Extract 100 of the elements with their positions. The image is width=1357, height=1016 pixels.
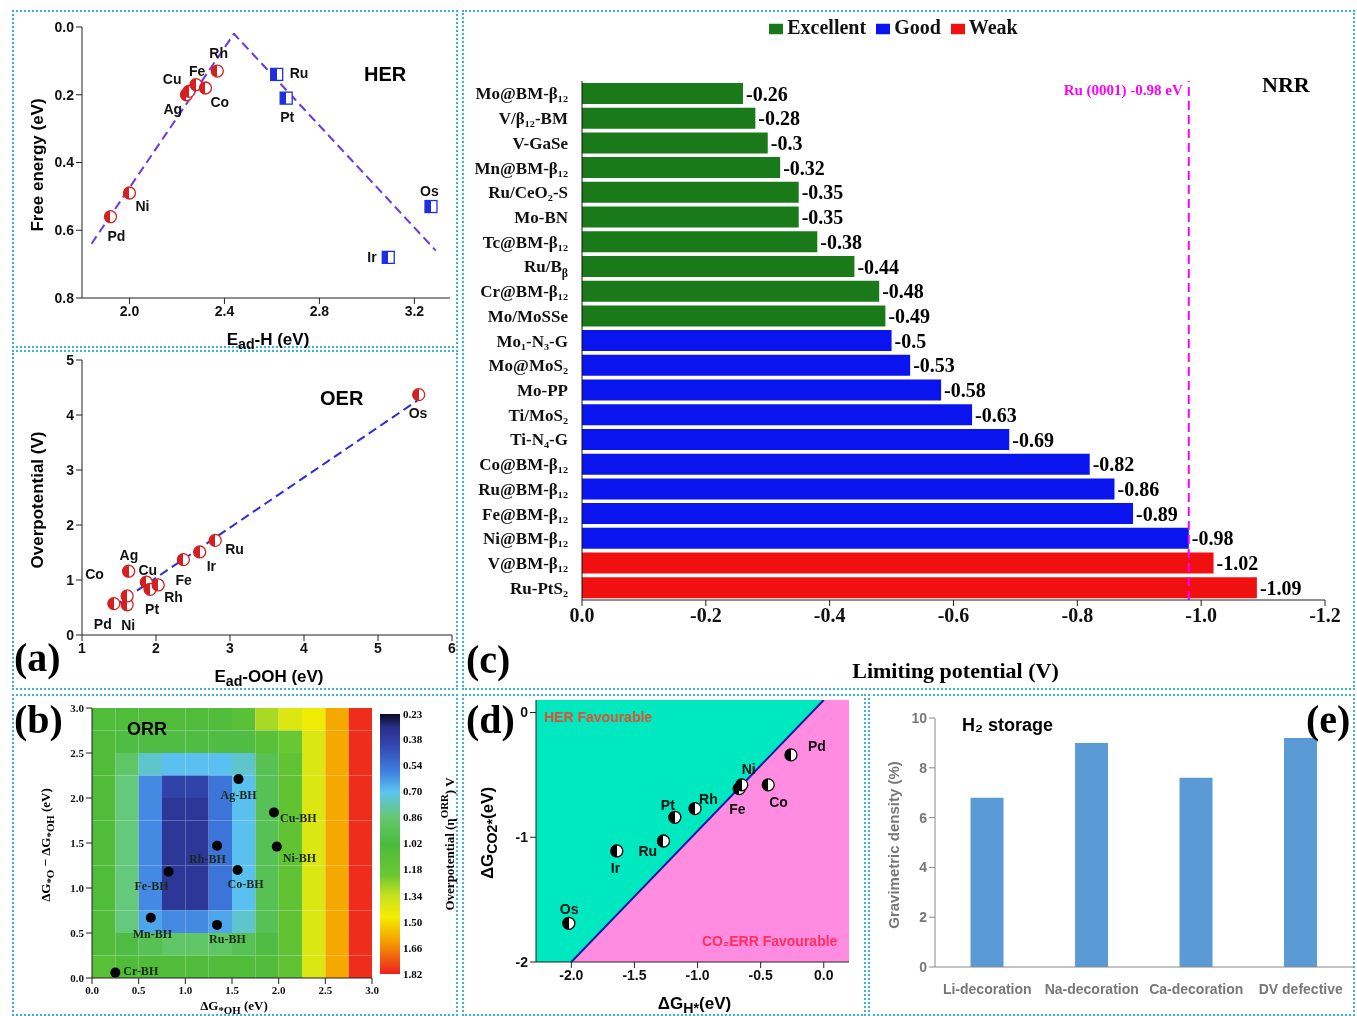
x-tick-label: 6: [448, 639, 457, 656]
x-tick-label: 2: [152, 639, 161, 656]
data-label: -0.32: [783, 156, 825, 179]
x-axis-title: E$_{ad}$-H (eV): [225, 330, 311, 353]
x-tick-label: -0.8: [1061, 604, 1094, 627]
annotation: NRR: [1262, 72, 1310, 97]
y-tick-label: Mo₁-N₃-G: [496, 331, 568, 350]
x-tick-label: 0.5: [131, 983, 147, 996]
annotation: Rh-BH: [189, 851, 227, 866]
annotation: Ni: [741, 760, 756, 777]
y-tick-label: Co@BM-β₁₂: [479, 454, 568, 474]
y-tick-label: -2: [515, 953, 529, 970]
annotation: Rh: [209, 45, 228, 62]
x-tick-label: 4: [300, 639, 309, 656]
annotation: Co: [769, 793, 788, 810]
y-tick-label: 10: [911, 709, 928, 726]
annotation: Cu-BH: [280, 811, 318, 826]
point: [688, 801, 702, 816]
annotation: Fe-BH: [134, 878, 170, 893]
x-tick-label: 2.4: [214, 302, 235, 319]
point: [110, 967, 121, 978]
y-tick-label: Ni@BM-β₁₂: [482, 528, 568, 548]
annotation: Cu: [138, 562, 158, 579]
x-tick-label: -0.2: [690, 604, 722, 627]
annotation: Ru: [638, 842, 658, 859]
data-label: -0.5: [894, 329, 927, 352]
y-tick-label: Ti-N₄-G: [510, 429, 568, 449]
x-tick-label: -0.5: [748, 966, 773, 983]
x-tick-label: 2.5: [318, 983, 333, 996]
point: [208, 533, 222, 548]
data-label: -0.35: [801, 181, 844, 204]
point: [210, 64, 224, 78]
point: [198, 81, 213, 95]
x-tick-label: 2.8: [309, 302, 330, 319]
y-tick-label: 6: [919, 809, 928, 826]
y-tick-label: V@BM-β₁₂: [487, 553, 568, 573]
y-tick-label: 1.0: [70, 881, 85, 894]
x-tick-label: -2.0: [559, 966, 584, 983]
bar: [970, 797, 1004, 967]
point: [122, 186, 137, 200]
point: [562, 916, 576, 930]
y-tick-label: Tc@BM-β₁₂: [482, 232, 568, 252]
x-tick-label: Ca-decoration: [1149, 981, 1244, 997]
x-tick-label: -0.4: [813, 604, 846, 627]
y-tick-label: 0.0: [54, 18, 75, 35]
x-axis-title: ΔG$_{H*}$(eV): [656, 994, 733, 1016]
data-label: -0.38: [820, 230, 862, 253]
x-tick-label: 5: [374, 639, 383, 656]
annotation: Cu: [162, 71, 182, 88]
y-tick-label: 2: [66, 516, 75, 533]
annotation: Ru: [225, 541, 244, 558]
y-tick-label: 2: [919, 909, 928, 926]
data-label: -0.69: [1012, 428, 1054, 451]
x-tick-label: 0.0: [85, 983, 100, 996]
y-tick-label: Ru/CeO₂-S: [488, 182, 568, 202]
x-tick-label: 0.0: [569, 604, 595, 627]
annotation: Rh: [164, 588, 183, 605]
y-tick-label: 2.0: [70, 791, 85, 804]
y-tick-label: 0.2: [54, 86, 75, 103]
ref-line-label: Ru (0001) -0.98 eV: [1063, 82, 1183, 99]
data-label: -1.09: [1259, 576, 1302, 599]
data-label: -0.86: [1117, 478, 1160, 501]
point: [412, 388, 426, 402]
color-bar-label: 0.54: [403, 757, 423, 772]
point: [121, 564, 136, 578]
legend-label: Weak: [968, 16, 1018, 38]
x-axis-title: E$_{ad}$-OOH (eV): [213, 667, 325, 690]
y-tick-label: Ti/MoS₂: [508, 405, 568, 425]
point: [212, 840, 223, 851]
legend-label: Good: [894, 16, 941, 38]
x-tick-label: Li-decoration: [942, 981, 1032, 997]
color-bar-label: 1.34: [403, 888, 423, 903]
x-tick-label: Na-decoration: [1044, 981, 1139, 997]
point: [279, 91, 293, 105]
x-tick-label: DV defective: [1258, 981, 1343, 997]
point: [735, 778, 749, 792]
annotation: Pt: [280, 109, 295, 126]
y-tick-label: 0.4: [54, 154, 75, 171]
point: [232, 865, 243, 875]
color-bar-label: 1.18: [403, 862, 423, 877]
y-tick-label: Ru@BM-β₁₂: [478, 479, 568, 499]
y-tick-label: Mo@BM-β₁₂: [475, 83, 568, 103]
point: [151, 578, 165, 592]
annotation: HER Favourable: [544, 709, 653, 725]
data-label: -0.26: [745, 82, 788, 105]
data-label: -0.48: [882, 280, 924, 303]
y-tick-label: Ru-PtS₂: [510, 578, 568, 598]
annotation: Co: [85, 565, 104, 582]
x-tick-label: -1.5: [622, 966, 647, 983]
bar: [1179, 777, 1213, 967]
text: (b): [14, 697, 63, 742]
y-tick-label: 4: [66, 406, 75, 423]
x-tick-label: -1.2: [1309, 604, 1341, 627]
y-tick-label: Mn@BM-β₁₂: [474, 158, 568, 177]
annotation: Os: [408, 404, 428, 421]
point: [269, 807, 279, 818]
y-tick-label: 0.6: [54, 222, 75, 239]
annotation: Pt: [660, 797, 676, 814]
x-tick-label: 1.5: [225, 983, 240, 996]
y-tick-label: V-GaSe: [512, 133, 569, 153]
